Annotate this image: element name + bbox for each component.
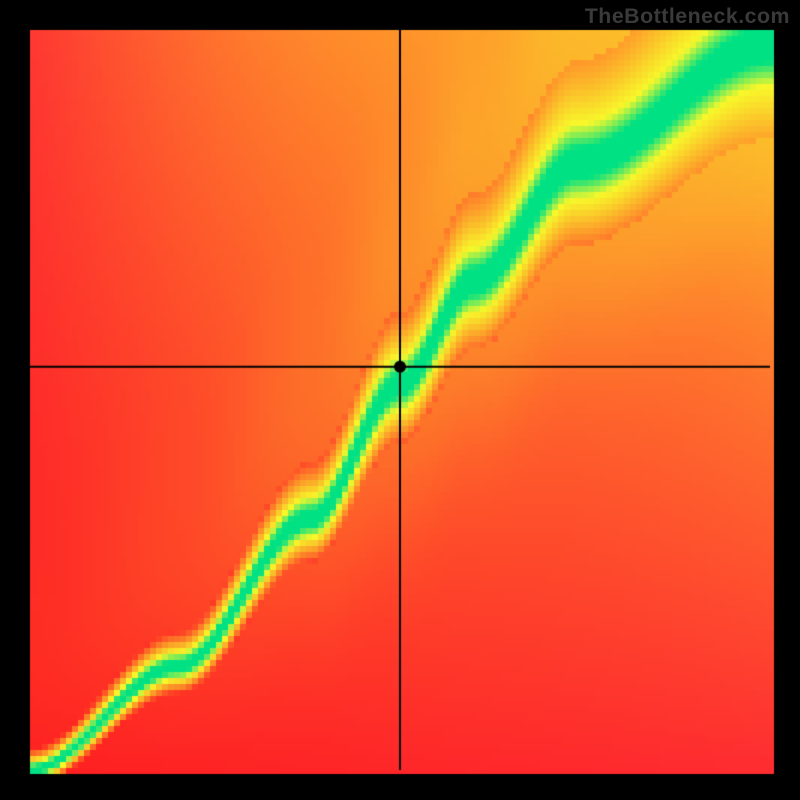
bottleneck-heatmap (0, 0, 800, 800)
watermark-text: TheBottleneck.com (585, 4, 790, 29)
stage: TheBottleneck.com (0, 0, 800, 800)
